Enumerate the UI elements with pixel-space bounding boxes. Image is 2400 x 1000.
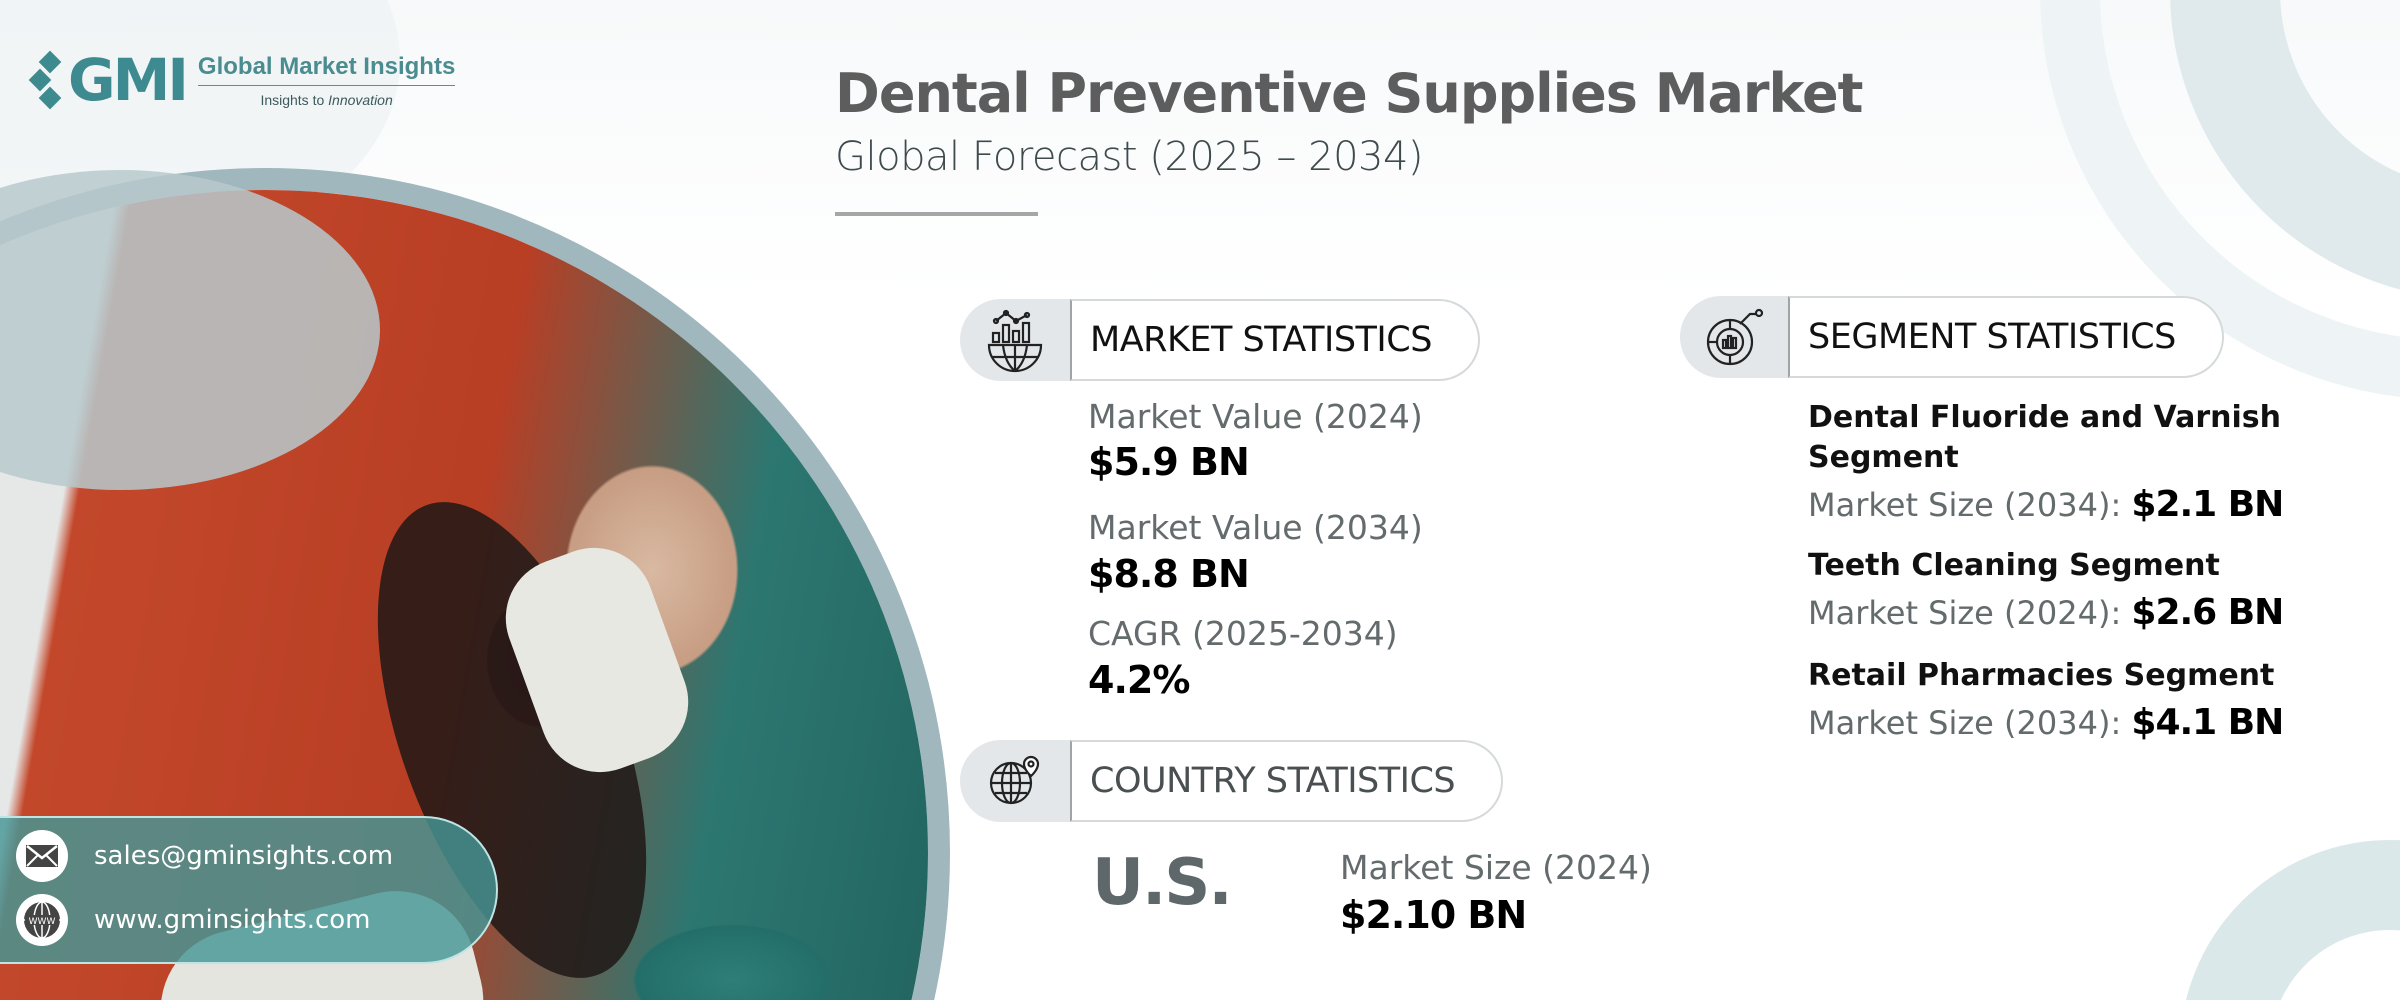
envelope-icon [16,830,68,882]
diamond-logo-icon [28,50,66,110]
segment-name-fluoride-varnish: Dental Fluoride and Varnish Segment [1808,400,2281,475]
cagr-value: 4.2% [1088,658,1190,702]
market-value-2024-label: Market Value (2024) [1088,397,1423,436]
country-market-size-label: Market Size (2024) [1340,848,1652,887]
segment-value-fluoride-varnish: Market Size (2034): $2.1 BN [1808,484,2284,525]
market-statistics-title: MARKET STATISTICS [1070,299,1480,381]
website-link[interactable]: www.gminsights.com [94,905,371,935]
country-statistics-header: COUNTRY STATISTICS [960,740,1504,822]
country-name: U.S. [1092,846,1233,920]
country-statistics-title: COUNTRY STATISTICS [1070,740,1504,822]
market-value-2034: $8.8 BN [1088,552,1250,596]
contact-panel: sales@gminsights.com WWW www.gminsights.… [0,816,498,964]
decorative-arc [2180,840,2400,1000]
segment-statistics-title: SEGMENT STATISTICS [1788,296,2224,378]
email-row[interactable]: sales@gminsights.com [16,830,393,882]
segment-value-retail-pharmacies: Market Size (2034): $4.1 BN [1808,702,2284,743]
website-row[interactable]: WWW www.gminsights.com [16,894,371,946]
svg-text:WWW: WWW [29,917,56,927]
email-link[interactable]: sales@gminsights.com [94,841,394,871]
country-market-size-value: $2.10 BN [1340,893,1527,937]
page-subtitle: Global Forecast (2025 – 2034) [835,134,1424,180]
www-globe-icon: WWW [16,894,68,946]
brand-tagline: Insights to Innovation [260,91,393,108]
gmi-logo[interactable]: GMI Global Market Insights Insights to I… [28,46,456,114]
logo-letters: GMI [68,46,189,114]
brand-name: Global Market Insights [197,53,456,86]
segment-statistics-header: SEGMENT STATISTICS [1680,296,2224,378]
globe-pin-icon [960,740,1070,822]
segment-name-retail-pharmacies: Retail Pharmacies Segment [1808,658,2275,693]
logo-mark: GMI [28,46,189,114]
market-value-2024: $5.9 BN [1088,440,1250,484]
cagr-label: CAGR (2025-2034) [1088,614,1398,653]
segment-value-teeth-cleaning: Market Size (2024): $2.6 BN [1808,592,2284,633]
market-statistics-header: MARKET STATISTICS [960,299,1480,381]
chart-globe-icon [960,299,1070,381]
page-title: Dental Preventive Supplies Market [835,62,1863,125]
logo-text: Global Market Insights Insights to Innov… [197,53,456,108]
title-divider [835,212,1038,216]
market-value-2034-label: Market Value (2034) [1088,508,1423,547]
pie-chart-icon [1680,296,1788,378]
segment-name-teeth-cleaning: Teeth Cleaning Segment [1808,548,2220,583]
